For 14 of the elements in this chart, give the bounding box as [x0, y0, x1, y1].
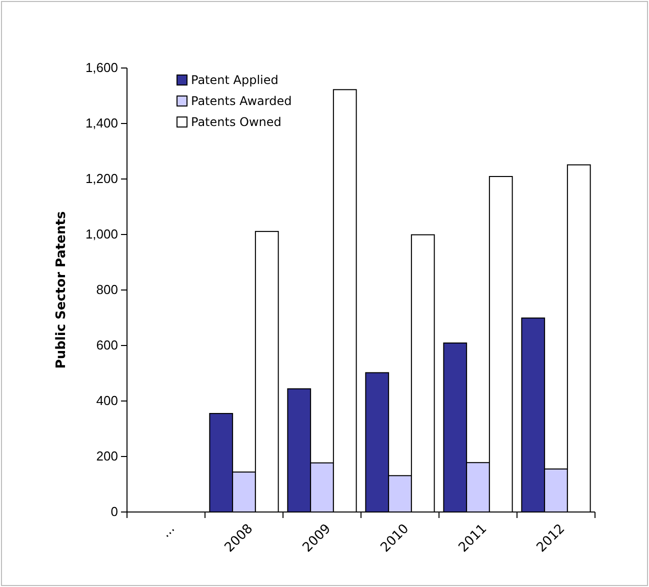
legend-label: Patent Applied [191, 73, 278, 88]
y-axis-title: Public Sector Patents [54, 211, 69, 369]
y-tick-label: 400 [96, 393, 118, 408]
legend-label: Patents Owned [191, 115, 282, 130]
x-tick-label: ... [158, 521, 178, 541]
legend-label: Patents Awarded [191, 94, 292, 108]
y-tick-label: 600 [96, 338, 118, 353]
y-tick-label: 1,200 [85, 171, 118, 186]
y-tick-label: 0 [110, 504, 118, 520]
y-tick-label: 1,000 [85, 226, 118, 242]
y-tick-label: 1,400 [85, 116, 118, 131]
y-tick-label: 1,600 [85, 60, 118, 76]
y-tick-label: 200 [96, 448, 118, 464]
y-tick-label: 800 [96, 282, 118, 298]
